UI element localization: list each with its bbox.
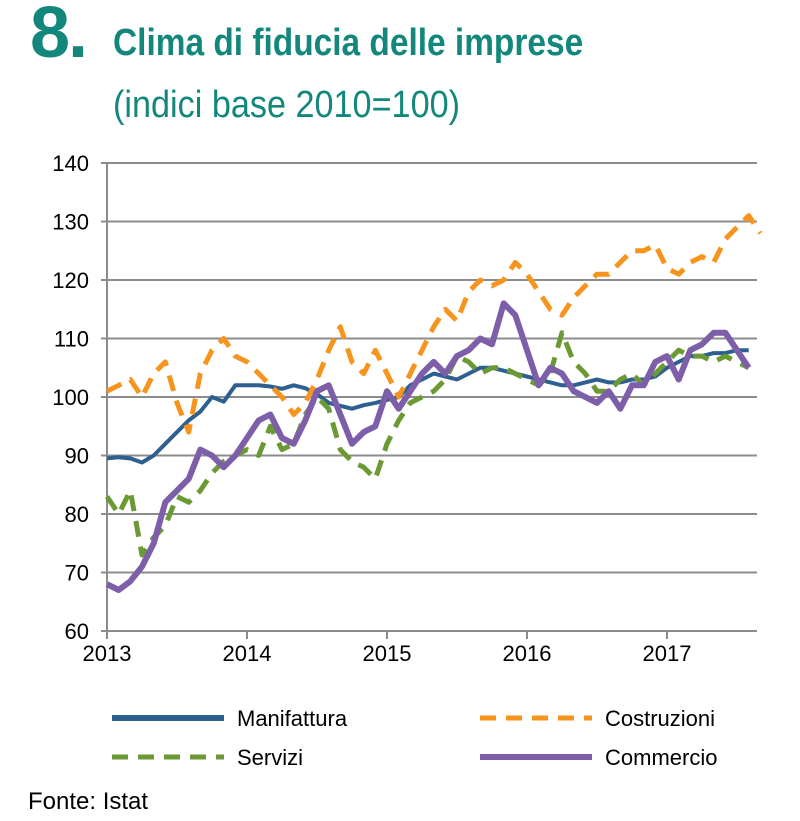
legend-label: Costruzioni bbox=[605, 706, 715, 731]
x-tick-label: 2014 bbox=[223, 641, 272, 666]
legend-label: Servizi bbox=[237, 745, 303, 770]
y-tick-label: 70 bbox=[65, 561, 89, 586]
y-tick-label: 120 bbox=[52, 268, 89, 293]
series-line-commercio bbox=[105, 300, 752, 593]
x-tick-label: 2017 bbox=[643, 641, 692, 666]
x-tick-label: 2016 bbox=[503, 641, 552, 666]
y-tick-label: 100 bbox=[52, 385, 89, 410]
x-tick-label: 2013 bbox=[83, 641, 132, 666]
chart-subtitle: (indici base 2010=100) bbox=[113, 84, 461, 126]
y-tick-label: 140 bbox=[52, 151, 89, 176]
legend-label: Commercio bbox=[605, 745, 717, 770]
series-line-manifattura bbox=[106, 348, 749, 465]
chart-title: Clima di fiducia delle imprese bbox=[113, 22, 584, 64]
series-line-costruzioni bbox=[105, 213, 763, 435]
y-tick-label: 130 bbox=[52, 210, 89, 235]
legend-label: Manifattura bbox=[237, 706, 348, 731]
y-tick-label: 60 bbox=[65, 619, 89, 644]
x-tick-label: 2015 bbox=[363, 641, 412, 666]
figure-number: 8. bbox=[30, 0, 88, 73]
source-note: Fonte: Istat bbox=[28, 788, 149, 815]
y-tick-label: 110 bbox=[54, 327, 89, 352]
y-tick-label: 90 bbox=[65, 444, 89, 469]
y-tick-label: 80 bbox=[65, 502, 89, 527]
